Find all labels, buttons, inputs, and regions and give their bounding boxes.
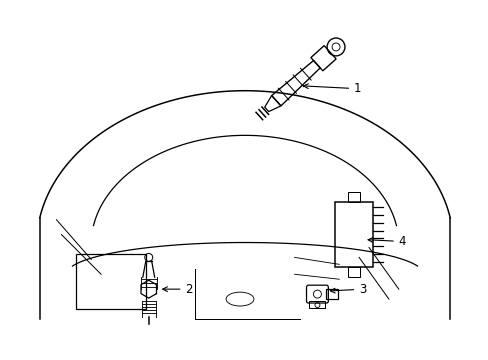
Bar <box>76 255 145 309</box>
Text: 2: 2 <box>163 283 193 296</box>
Text: 4: 4 <box>367 235 406 248</box>
Bar <box>347 267 359 277</box>
Text: 3: 3 <box>330 283 366 296</box>
Bar <box>325 289 338 299</box>
Bar <box>347 192 359 202</box>
Bar <box>309 301 325 308</box>
Text: 1: 1 <box>303 82 361 95</box>
Bar <box>335 202 372 267</box>
